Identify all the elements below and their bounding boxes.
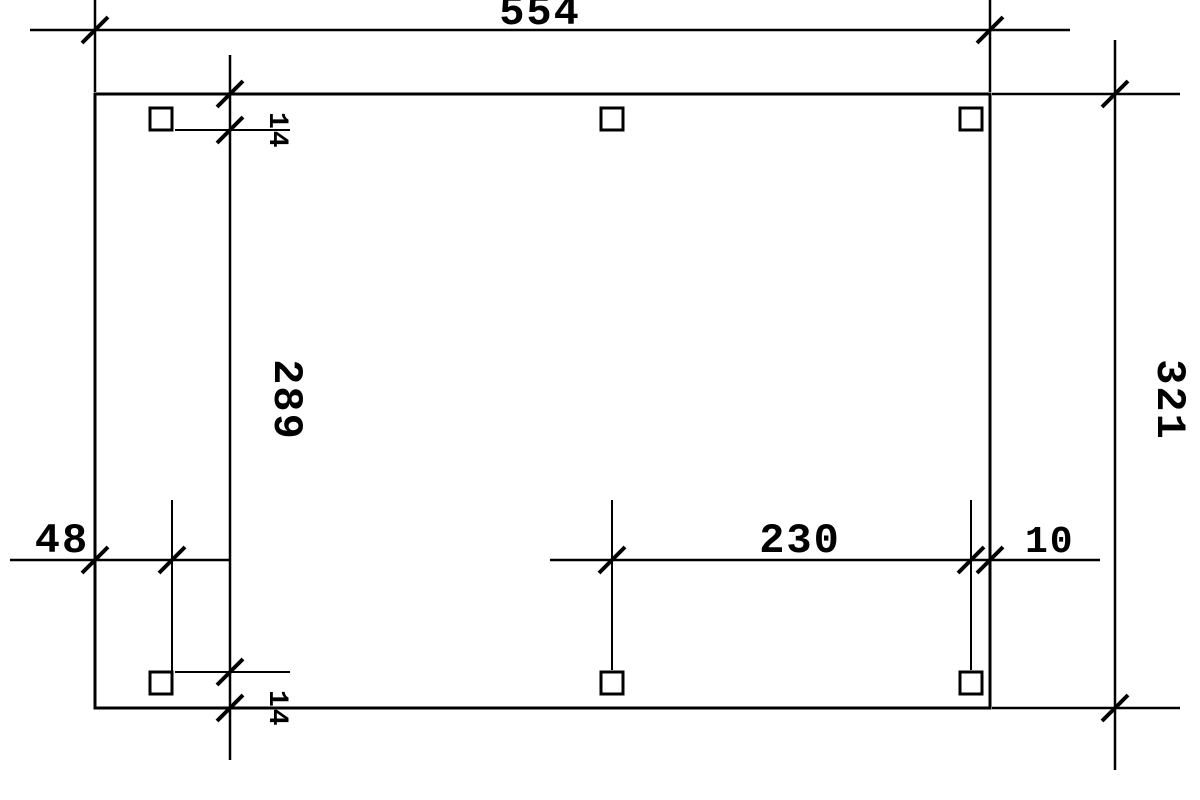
dimension-drawing: 554 321 289 14 14 48 <box>0 0 1200 800</box>
post-bottom-mid <box>601 672 623 694</box>
post-top-right <box>960 108 982 130</box>
post-bottom-right <box>960 672 982 694</box>
dim-tick-top-14: 14 <box>261 112 292 150</box>
dim-bottom-230-value: 230 <box>759 517 841 565</box>
post-bottom-left <box>150 672 172 694</box>
dim-left-48-value: 48 <box>35 517 89 565</box>
dim-inner-vertical: 289 14 14 <box>175 55 310 760</box>
dim-left-48: 48 <box>10 500 230 694</box>
post-top-mid <box>601 108 623 130</box>
dim-right-321: 321 <box>992 40 1193 770</box>
dim-inner-vert-value: 289 <box>262 359 310 441</box>
dim-bottom-10-value: 10 <box>1025 521 1075 564</box>
dim-top-value: 554 <box>499 0 581 37</box>
dim-top-554: 554 <box>30 0 1070 92</box>
dim-tick-bot-14: 14 <box>261 690 292 728</box>
dim-right-value: 321 <box>1145 359 1193 441</box>
post-top-left <box>150 108 172 130</box>
dim-bottom-230-10: 230 10 <box>550 500 1100 706</box>
